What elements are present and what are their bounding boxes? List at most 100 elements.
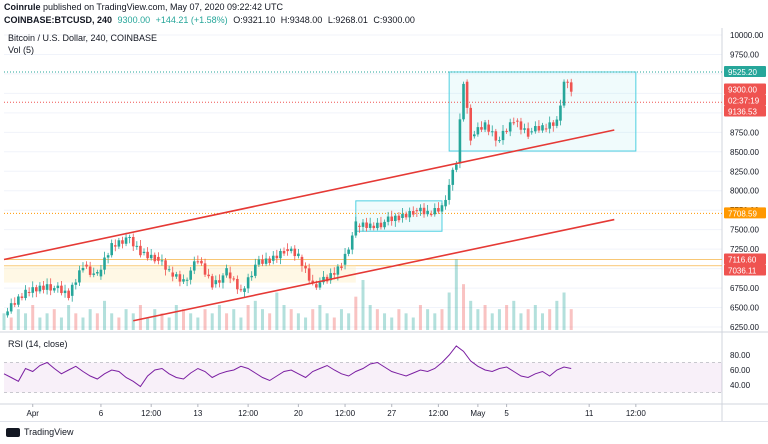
- publisher-line: Coinrule published on TradingView.com, M…: [4, 2, 283, 12]
- published-text: published on TradingView.com, May 07, 20…: [43, 2, 284, 12]
- candle-body: [20, 296, 24, 299]
- volume-bar: [289, 309, 293, 330]
- candle-body: [408, 211, 411, 218]
- candle-body: [318, 282, 322, 288]
- candle-body: [24, 289, 27, 299]
- volume-bars: [2, 259, 573, 330]
- candle-body: [315, 284, 318, 288]
- candle-body: [110, 243, 113, 256]
- price-tag-label: 7708.59: [728, 209, 757, 218]
- candle-body: [569, 82, 573, 92]
- candle-body: [462, 83, 465, 120]
- price-tags: 9525.20 9300.00 02:37:19 9136.53 7708.59 7116…: [724, 65, 766, 276]
- consolidation-boxes[interactable]: [355, 71, 637, 232]
- candle-body: [526, 128, 530, 137]
- trend-channel[interactable]: [3, 129, 615, 322]
- candle-body: [257, 259, 261, 265]
- price-tag-bg: [724, 94, 766, 106]
- candle-body: [196, 261, 200, 263]
- candle-body: [444, 199, 447, 207]
- channel-line: [133, 218, 615, 322]
- volume-bar: [332, 317, 336, 330]
- volume-bar: [354, 296, 358, 330]
- candle-body: [455, 164, 458, 170]
- publisher-name[interactable]: Coinrule: [4, 2, 41, 12]
- candles: [6, 78, 573, 318]
- volume-bar: [397, 309, 401, 330]
- candle-body: [207, 274, 210, 277]
- candle-body: [433, 208, 437, 215]
- candle-body: [103, 257, 106, 270]
- candle-body: [185, 279, 189, 281]
- candle-body: [17, 296, 20, 305]
- candle-body: [300, 256, 304, 266]
- brand-name: TradingView: [24, 427, 74, 437]
- candle-body: [200, 260, 203, 264]
- symbol-label: COINBASE:BTCUSD, 240: [4, 15, 113, 25]
- candle-body: [559, 105, 562, 121]
- candle-body: [465, 81, 469, 108]
- candle-body: [275, 255, 279, 259]
- candle-body: [289, 248, 293, 252]
- volume-bar: [390, 317, 394, 330]
- candle-body: [210, 276, 214, 288]
- candle-body: [329, 273, 332, 281]
- candle-body: [178, 274, 182, 282]
- volume-bar: [318, 305, 322, 330]
- candle-body: [81, 267, 85, 271]
- candle-body: [261, 259, 264, 264]
- volume-bar: [24, 313, 28, 330]
- time-tick-label: 12:00: [238, 409, 259, 418]
- candle-body: [340, 266, 343, 268]
- rsi-tick-label: 60.00: [730, 366, 751, 375]
- price-tag-label: 02:37:19: [728, 97, 760, 106]
- volume-bar: [533, 305, 537, 330]
- candle-body: [67, 290, 70, 299]
- volume-bar: [562, 292, 566, 330]
- volume-bar: [117, 317, 121, 330]
- candle-body: [458, 119, 462, 164]
- candle-body: [426, 210, 429, 215]
- candle-body: [31, 287, 35, 293]
- price-tag-label: 9300.00: [728, 86, 757, 95]
- candle-body: [447, 184, 451, 200]
- candle-body: [52, 288, 56, 291]
- candle-body: [139, 245, 142, 256]
- volume-bar: [138, 305, 142, 330]
- low-value: L:9268.01: [327, 15, 368, 25]
- tradingview-logo[interactable]: TradingView: [6, 427, 74, 437]
- candle-body: [386, 216, 390, 222]
- candle-body: [487, 124, 490, 132]
- last-price: 9300.00: [117, 15, 151, 25]
- volume-bar: [210, 313, 214, 330]
- candle-body: [214, 280, 218, 285]
- price-chart[interactable]: 80.0060.0040.0010000.009750.009500.00925…: [0, 28, 768, 421]
- volume-bar: [462, 284, 466, 330]
- volume-bar: [411, 317, 415, 330]
- candle-body: [411, 211, 415, 215]
- candle-body: [225, 268, 228, 276]
- candle-body: [13, 303, 17, 305]
- candle-body: [45, 284, 49, 290]
- candle-body: [279, 250, 282, 259]
- time-tick-label: 12:00: [626, 409, 647, 418]
- price-tag-label: 7116.60: [728, 256, 757, 265]
- candle-body: [243, 288, 246, 292]
- time-tick-label: Apr: [26, 409, 39, 418]
- candle-body: [440, 205, 444, 212]
- candle-body: [429, 214, 433, 216]
- volume-bar: [217, 305, 221, 330]
- volume-bar: [296, 313, 300, 330]
- candle-body: [297, 253, 300, 257]
- price-tick-label: 8000.00: [730, 187, 759, 196]
- candle-body: [394, 215, 397, 222]
- candle-body: [96, 272, 99, 274]
- candle-body: [121, 240, 124, 244]
- candle-body: [365, 222, 368, 228]
- volume-bar: [433, 313, 437, 330]
- volume-bar: [124, 309, 128, 330]
- volume-bar: [483, 305, 487, 330]
- volume-bar: [268, 313, 272, 330]
- volume-bar: [260, 309, 264, 330]
- candle-body: [221, 275, 225, 283]
